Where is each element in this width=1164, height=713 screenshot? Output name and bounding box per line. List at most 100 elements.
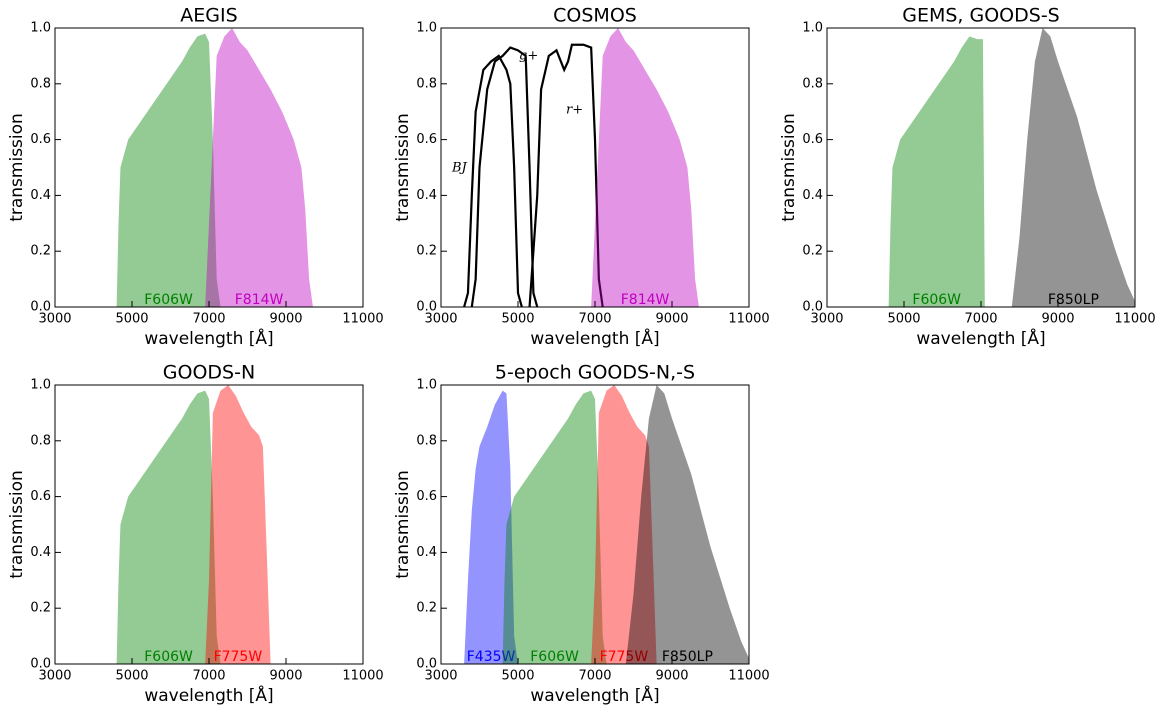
x-axis-label: wavelength [Å] xyxy=(530,684,659,706)
panel-title: GEMS, GOODS-S xyxy=(902,5,1060,27)
y-axis-label: transmission xyxy=(393,470,413,579)
x-tick-label: 11000 xyxy=(1114,312,1155,327)
y-axis-label: transmission xyxy=(7,470,27,579)
x-tick-label: 9000 xyxy=(1041,312,1074,327)
y-tick-label: 0.4 xyxy=(30,545,51,560)
panel: F606W F850LP 3000 5000 7000 9000 11000 0.0 0.2 0.… xyxy=(779,5,1156,350)
y-tick-label: 0.6 xyxy=(416,489,437,504)
filter-label: F435W xyxy=(467,649,516,665)
filter-label: F775W xyxy=(214,649,263,665)
y-tick-label: 0.6 xyxy=(30,132,51,147)
transmission-area xyxy=(205,385,271,664)
x-axis-label: wavelength [Å] xyxy=(144,327,273,349)
filter-label: F606W xyxy=(530,649,579,665)
x-tick-label: 3000 xyxy=(424,312,457,327)
y-tick-label: 0.4 xyxy=(416,188,437,203)
y-tick-label: 0.4 xyxy=(30,188,51,203)
transmission-line xyxy=(470,46,539,308)
y-tick-label: 0.4 xyxy=(416,545,437,560)
filter-label: F606W xyxy=(144,649,193,665)
y-axis-label: transmission xyxy=(7,113,27,222)
filter-label: F850LP xyxy=(662,649,713,665)
y-axis-label: transmission xyxy=(779,113,799,222)
filter-label: g+ xyxy=(519,49,538,64)
x-tick-label: 7000 xyxy=(578,312,611,327)
panel: F606W F775W 3000 5000 7000 9000 11000 0.0 0.2 0.4… xyxy=(7,362,384,707)
y-tick-label: 0.8 xyxy=(30,433,51,448)
x-tick-label: 9000 xyxy=(269,669,302,684)
panel-title: 5-epoch GOODS-N,-S xyxy=(495,362,695,384)
transmission-line xyxy=(463,54,523,308)
x-tick-label: 3000 xyxy=(38,312,71,327)
x-tick-label: 5000 xyxy=(115,312,148,327)
y-tick-label: 0.2 xyxy=(416,244,437,259)
y-tick-label: 0.8 xyxy=(802,76,823,91)
filter-label: F606W xyxy=(912,292,961,308)
transmission-area xyxy=(1011,28,1135,307)
y-tick-label: 0.2 xyxy=(30,244,51,259)
x-tick-label: 5000 xyxy=(115,669,148,684)
transmission-area xyxy=(625,385,749,664)
y-tick-label: 0.8 xyxy=(416,433,437,448)
x-axis-label: wavelength [Å] xyxy=(144,684,273,706)
x-tick-label: 11000 xyxy=(728,312,769,327)
y-tick-label: 0.8 xyxy=(416,76,437,91)
x-tick-label: 9000 xyxy=(655,669,688,684)
x-tick-label: 7000 xyxy=(192,669,225,684)
x-tick-label: 3000 xyxy=(810,312,843,327)
y-axis-label: transmission xyxy=(393,113,413,222)
transmission-area xyxy=(888,36,985,308)
transmission-area xyxy=(464,390,518,664)
filter-label: F814W xyxy=(621,292,670,308)
x-tick-label: 9000 xyxy=(655,312,688,327)
filter-label: BJ xyxy=(451,161,468,176)
transmission-line xyxy=(528,43,604,308)
x-tick-label: 5000 xyxy=(501,312,534,327)
filter-label: F775W xyxy=(600,649,649,665)
y-tick-label: 0.6 xyxy=(30,489,51,504)
panel-title: AEGIS xyxy=(180,5,237,27)
transmission-area xyxy=(591,385,657,664)
x-tick-label: 7000 xyxy=(192,312,225,327)
panel-title: COSMOS xyxy=(553,5,637,27)
y-tick-label: 0.2 xyxy=(802,244,823,259)
y-tick-label: 0.0 xyxy=(802,300,823,315)
y-tick-label: 0.0 xyxy=(416,300,437,315)
transmission-area xyxy=(116,33,221,307)
transmission-area xyxy=(502,390,607,664)
panel: BJ g+ r+ F814W 3000 5000 7000 9000 11000 0.0 0.2 0.… xyxy=(393,5,770,350)
x-tick-label: 9000 xyxy=(269,312,302,327)
y-tick-label: 1.0 xyxy=(30,378,51,393)
y-tick-label: 0.0 xyxy=(30,657,51,672)
x-tick-label: 7000 xyxy=(578,669,611,684)
x-tick-label: 7000 xyxy=(964,312,997,327)
y-tick-label: 0.2 xyxy=(30,601,51,616)
x-tick-label: 11000 xyxy=(342,669,383,684)
transmission-area xyxy=(205,28,313,307)
x-tick-label: 5000 xyxy=(887,312,920,327)
y-tick-label: 1.0 xyxy=(416,21,437,36)
x-axis-label: wavelength [Å] xyxy=(530,327,659,349)
y-tick-label: 1.0 xyxy=(30,21,51,36)
filter-label: r+ xyxy=(566,103,583,118)
x-tick-label: 3000 xyxy=(38,669,71,684)
y-tick-label: 0.6 xyxy=(802,132,823,147)
panel: F606W F814W 3000 5000 7000 9000 11000 0.0 0.2 0.4… xyxy=(7,5,384,350)
x-tick-label: 5000 xyxy=(501,669,534,684)
y-tick-label: 0.0 xyxy=(30,300,51,315)
y-tick-label: 0.4 xyxy=(802,188,823,203)
y-tick-label: 0.0 xyxy=(416,657,437,672)
y-tick-label: 0.8 xyxy=(30,76,51,91)
transmission-area xyxy=(591,28,699,307)
y-tick-label: 1.0 xyxy=(416,378,437,393)
x-tick-label: 11000 xyxy=(342,312,383,327)
x-tick-label: 3000 xyxy=(424,669,457,684)
panel: F435W F606W F775W F850LP 3000 5000 7000 9000 110… xyxy=(393,362,770,707)
x-axis-label: wavelength [Å] xyxy=(916,327,1045,349)
filter-label: F606W xyxy=(144,292,193,308)
y-tick-label: 0.6 xyxy=(416,132,437,147)
transmission-area xyxy=(116,390,221,664)
y-tick-label: 1.0 xyxy=(802,21,823,36)
